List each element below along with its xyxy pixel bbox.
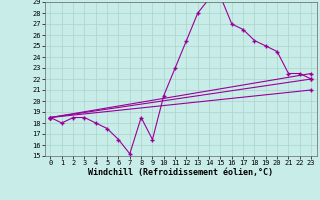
X-axis label: Windchill (Refroidissement éolien,°C): Windchill (Refroidissement éolien,°C) xyxy=(88,168,273,177)
